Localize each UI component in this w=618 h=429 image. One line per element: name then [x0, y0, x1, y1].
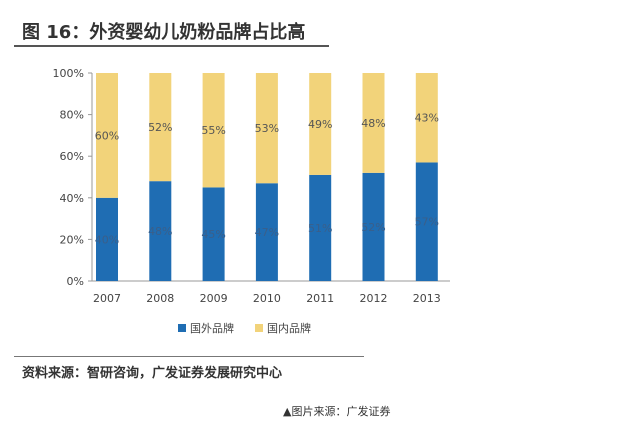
x-tick-label: 2010	[253, 292, 281, 305]
data-label: 53%	[255, 122, 279, 135]
chart-title: 图 16：外资婴幼儿奶粉品牌占比高	[22, 22, 306, 43]
x-tick-label: 2009	[200, 292, 228, 305]
legend-label: 国内品牌	[267, 321, 311, 335]
x-tick-label: 2008	[146, 292, 174, 305]
source-divider	[14, 356, 364, 357]
y-tick-label: 40%	[60, 192, 84, 205]
bar-segment-domestic	[255, 73, 278, 184]
data-label: 52%	[148, 121, 172, 134]
title-divider	[14, 45, 329, 47]
x-tick-label: 2011	[306, 292, 334, 305]
bar-segment-domestic	[202, 73, 225, 188]
bar-segment-domestic	[309, 73, 332, 175]
bar-segment-domestic	[96, 73, 118, 198]
bar-segment-foreign	[362, 172, 385, 281]
legend-label: 国外品牌	[190, 321, 234, 335]
data-label: 51%	[308, 222, 332, 235]
bar-segment-foreign	[309, 174, 332, 281]
y-tick-label: 60%	[60, 150, 84, 163]
data-label: 52%	[361, 221, 385, 234]
y-tick-label: 20%	[60, 233, 84, 246]
bar-segment-foreign	[415, 162, 438, 281]
bar-segment-foreign	[96, 197, 118, 281]
data-label: 55%	[201, 124, 225, 137]
data-label: 48%	[361, 117, 385, 130]
bar-segment-domestic	[362, 73, 385, 173]
data-label: 60%	[95, 129, 119, 142]
y-tick-label: 80%	[60, 109, 84, 122]
bar-segment-foreign	[202, 187, 225, 281]
data-label: 57%	[415, 216, 439, 229]
x-tick-label: 2013	[413, 292, 441, 305]
bar-segment-foreign	[255, 183, 278, 281]
x-tick-label: 2012	[360, 292, 388, 305]
bar-segment-domestic	[415, 73, 438, 163]
data-label: 43%	[415, 112, 439, 125]
legend-swatch	[255, 324, 263, 332]
data-label: 48%	[148, 225, 172, 238]
x-tick-label: 2007	[93, 292, 121, 305]
source-note: 资料来源：智研咨询，广发证券发展研究中心	[22, 366, 283, 381]
data-label: 40%	[95, 233, 119, 246]
data-label: 47%	[255, 226, 279, 239]
data-label: 49%	[308, 118, 332, 131]
y-tick-label: 0%	[67, 275, 84, 288]
bar-segment-foreign	[149, 181, 172, 281]
image-caption: ▲图片来源：广发证券	[283, 405, 391, 418]
y-tick-label: 100%	[53, 67, 84, 80]
data-label: 45%	[201, 228, 225, 241]
bar-segment-domestic	[149, 73, 172, 182]
legend-swatch	[178, 324, 186, 332]
